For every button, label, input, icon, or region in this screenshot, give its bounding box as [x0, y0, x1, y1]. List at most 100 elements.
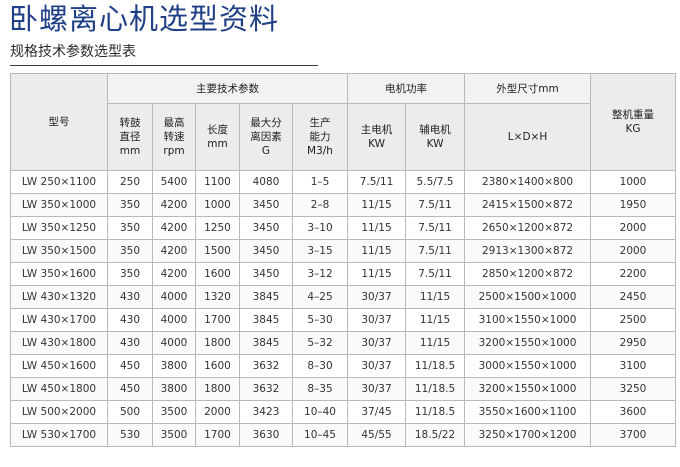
header-line: 直径 — [119, 131, 141, 143]
cell-main-motor: 45/55 — [347, 423, 407, 447]
group-header-motor-power: 电机功率 — [347, 73, 466, 104]
cell-drum-diameter: 350 — [107, 216, 153, 240]
cell-capacity: 4–25 — [291, 285, 349, 309]
cell-capacity: 5–30 — [291, 308, 349, 332]
spec-table-body: LW 250×1100 250 5400 1100 4080 1–5 7.5/11 5.5/7… — [10, 170, 677, 447]
table-row: LW 430×1320 430 4000 1320 3845 4–25 30/37 11/15… — [10, 285, 677, 309]
header-line: 最高 — [163, 117, 185, 129]
cell-model: LW 450×1800 — [10, 377, 108, 401]
cell-weight: 3600 — [590, 400, 677, 424]
cell-weight: 2950 — [590, 331, 677, 355]
cell-weight: 3250 — [590, 377, 677, 401]
table-row: LW 500×2000 500 3500 2000 3423 10–40 37/45 11/1… — [10, 400, 677, 424]
table-row: LW 450×1600 450 3800 1600 3632 8–30 30/37 11/18… — [10, 354, 677, 378]
cell-max-speed: 3500 — [152, 400, 196, 424]
cell-weight: 1950 — [590, 193, 677, 217]
header-line: 转速 — [163, 131, 185, 143]
page-subtitle: 规格技术参数选型表 — [10, 44, 136, 60]
cell-length: 2000 — [195, 400, 240, 424]
cell-max-g: 3845 — [239, 331, 293, 355]
cell-lwh: 2850×1200×872 — [464, 262, 592, 286]
cell-drum-diameter: 430 — [107, 331, 153, 355]
col-header-max-speed: 最高 转速 rpm — [152, 103, 196, 171]
cell-model: LW 250×1100 — [10, 170, 108, 194]
header-line: KG — [625, 123, 641, 135]
cell-main-motor: 30/37 — [347, 377, 407, 401]
cell-main-motor: 37/45 — [347, 400, 407, 424]
cell-weight: 2500 — [590, 308, 677, 332]
cell-length: 1600 — [195, 262, 240, 286]
cell-model: LW 500×2000 — [10, 400, 108, 424]
header-line: 主电机 — [360, 124, 393, 136]
cell-capacity: 1–5 — [291, 170, 349, 194]
cell-capacity: 3–10 — [291, 216, 349, 240]
col-header-max-g: 最大分 离因素 G — [239, 103, 293, 171]
cell-model: LW 430×1320 — [10, 285, 108, 309]
cell-weight: 1000 — [590, 170, 677, 194]
col-header-weight: 整机重量 KG — [590, 73, 677, 171]
header-line: G — [261, 145, 271, 157]
cell-capacity: 8–30 — [291, 354, 349, 378]
cell-aux-motor: 11/18.5 — [405, 377, 466, 401]
cell-drum-diameter: 450 — [107, 354, 153, 378]
cell-max-g: 3450 — [239, 216, 293, 240]
cell-lwh: 3200×1550×1000 — [464, 377, 592, 401]
cell-model: LW 350×1000 — [10, 193, 108, 217]
cell-length: 1000 — [195, 193, 240, 217]
cell-lwh: 2500×1500×1000 — [464, 285, 592, 309]
cell-weight: 3700 — [590, 423, 677, 447]
cell-max-g: 3450 — [239, 262, 293, 286]
cell-length: 1100 — [195, 170, 240, 194]
page-title: 卧螺离心机选型资料 — [9, 2, 280, 36]
cell-aux-motor: 11/15 — [405, 285, 466, 309]
table-row: LW 250×1100 250 5400 1100 4080 1–5 7.5/11 5.5/7… — [10, 170, 677, 194]
cell-max-speed: 3800 — [152, 354, 196, 378]
cell-main-motor: 11/15 — [347, 193, 407, 217]
cell-length: 1600 — [195, 354, 240, 378]
cell-length: 1320 — [195, 285, 240, 309]
header-line: 离因素 — [250, 131, 282, 143]
header-row-columns: 转鼓 直径 mm 最高 转速 rpm 长度 mm 最大分 离因素 G 生产 能力 — [11, 103, 676, 171]
cell-length: 1800 — [195, 377, 240, 401]
cell-max-g: 3630 — [239, 423, 293, 447]
cell-model: LW 430×1700 — [10, 308, 108, 332]
cell-capacity: 3–15 — [291, 239, 349, 263]
cell-lwh: 2415×1500×872 — [464, 193, 592, 217]
cell-max-g: 3450 — [239, 193, 293, 217]
cell-drum-diameter: 350 — [107, 193, 153, 217]
col-header-aux-motor: 辅电机 KW — [405, 103, 466, 171]
header-row-groups: 型号 主要技术参数 电机功率 外型尺寸mm 整机重量 KG — [10, 73, 677, 171]
cell-capacity: 10–40 — [291, 400, 349, 424]
cell-model: LW 350×1500 — [10, 239, 108, 263]
cell-max-g: 3632 — [239, 377, 293, 401]
cell-aux-motor: 7.5/11 — [405, 193, 466, 217]
cell-capacity: 10–45 — [291, 423, 349, 447]
cell-main-motor: 11/15 — [347, 239, 407, 263]
cell-drum-diameter: 350 — [107, 262, 153, 286]
cell-aux-motor: 11/15 — [405, 308, 466, 332]
cell-aux-motor: 11/15 — [405, 331, 466, 355]
col-header-capacity: 生产 能力 M3/h — [291, 103, 349, 171]
table-row: LW 450×1800 450 3800 1800 3632 8–35 30/37 11/18… — [10, 377, 677, 401]
cell-max-speed: 4200 — [152, 239, 196, 263]
cell-weight: 2000 — [590, 239, 677, 263]
cell-main-motor: 30/37 — [347, 308, 407, 332]
header-line: M3/h — [307, 145, 333, 157]
cell-main-motor: 7.5/11 — [347, 170, 407, 194]
cell-max-speed: 3800 — [152, 377, 196, 401]
cell-max-speed: 5400 — [152, 170, 196, 194]
cell-lwh: 3100×1550×1000 — [464, 308, 592, 332]
cell-main-motor: 11/15 — [347, 262, 407, 286]
cell-main-motor: 30/37 — [347, 285, 407, 309]
header-line: 能力 — [309, 131, 331, 143]
cell-lwh: 3000×1550×1000 — [464, 354, 592, 378]
header-line: KW — [368, 138, 385, 150]
header-line: KW — [426, 138, 444, 150]
cell-capacity: 5–32 — [291, 331, 349, 355]
cell-capacity: 8–35 — [291, 377, 349, 401]
cell-model: LW 430×1800 — [10, 331, 108, 355]
cell-max-g: 3632 — [239, 354, 293, 378]
cell-max-g: 3845 — [239, 285, 293, 309]
cell-max-g: 3845 — [239, 308, 293, 332]
col-header-length: 长度 mm — [195, 103, 240, 171]
